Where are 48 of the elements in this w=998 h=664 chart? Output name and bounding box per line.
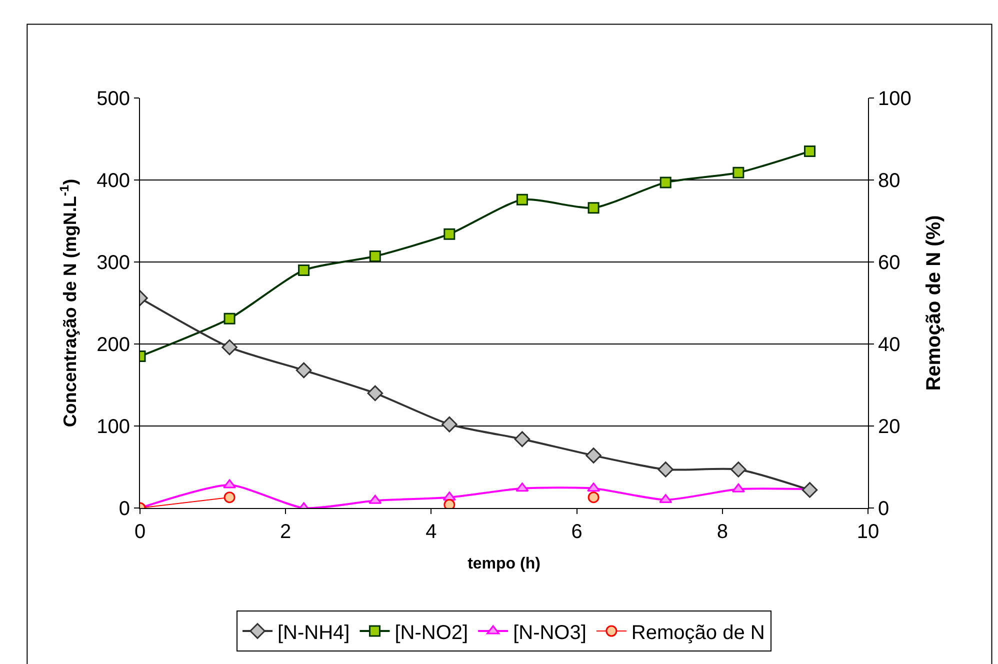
y-tick-label: 400 (96, 170, 130, 192)
point (298, 264, 310, 276)
x-tick-label: 4 (426, 521, 437, 543)
y2-tick-label: 20 (878, 416, 900, 438)
point (516, 482, 529, 492)
point (802, 482, 818, 498)
point (223, 479, 236, 488)
y2-tick-label: 40 (878, 334, 900, 356)
point (442, 416, 458, 432)
x-tick-label: 8 (716, 521, 728, 543)
point (369, 250, 381, 262)
point (367, 385, 384, 402)
point (588, 202, 600, 214)
point (224, 312, 236, 324)
x-tick-label: 2 (280, 521, 292, 543)
x-tick-label: 10 (856, 521, 880, 543)
point (658, 462, 674, 478)
y-tick-label: 500 (96, 88, 130, 110)
legend-label: [N-NH4] (278, 622, 350, 644)
point (730, 462, 746, 478)
y2-tick-label: 0 (878, 498, 890, 520)
point (659, 494, 672, 504)
y-tick-label: 100 (96, 416, 130, 438)
y2-axis-title: Remoção de N (%) (922, 215, 945, 391)
point (732, 483, 745, 492)
y-tick-label: 0 (118, 498, 130, 520)
legend-label: [N-NO3] (513, 622, 586, 644)
legend-label: [N-NO2] (394, 622, 468, 644)
point (514, 431, 530, 448)
point (586, 448, 602, 464)
x-axis-title: tempo (h) (468, 556, 540, 573)
point (444, 228, 456, 240)
x-tick-label: 6 (571, 521, 582, 543)
y2-tick-label: 100 (878, 88, 912, 110)
y2-tick-label: 60 (878, 252, 900, 274)
point (660, 176, 672, 188)
point (516, 194, 528, 206)
x-tick-label: 0 (134, 521, 146, 543)
y-tick-label: 300 (96, 252, 130, 274)
point (732, 166, 744, 178)
point (587, 482, 600, 492)
y-tick-label: 200 (96, 334, 130, 356)
point (222, 339, 238, 356)
point (804, 146, 816, 158)
legend-label: Remoção de N (631, 622, 765, 644)
point (368, 494, 382, 504)
y2-tick-label: 80 (878, 170, 900, 192)
point (296, 362, 312, 378)
